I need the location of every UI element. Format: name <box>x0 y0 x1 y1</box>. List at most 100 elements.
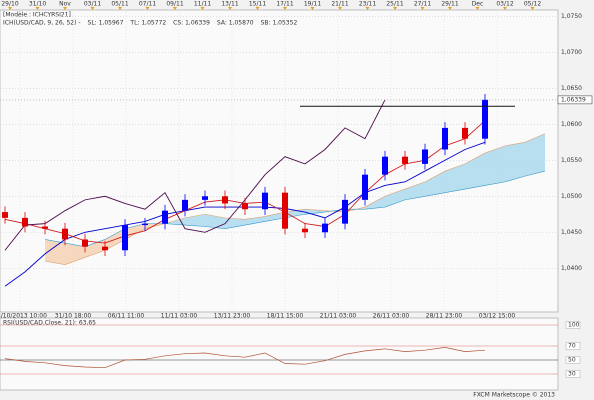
candle-body <box>322 223 328 233</box>
x-tick-label: 28/10/2013 10:00 <box>0 313 47 320</box>
rsi-tick-label: 50 <box>568 357 576 364</box>
top-date: 27/11 <box>414 1 431 8</box>
candle-body <box>162 210 168 224</box>
legend-entry: SL: 1,05967 <box>88 20 124 27</box>
x-tick-label: 13/11 23:00 <box>214 313 251 320</box>
date-marker <box>228 7 232 10</box>
top-date: 03/11 <box>84 1 101 8</box>
legend-entry: CS: 1,06339 <box>173 20 210 27</box>
date-marker <box>420 7 425 10</box>
candle-body <box>82 239 88 247</box>
date-marker <box>393 7 397 10</box>
cloud <box>185 214 205 227</box>
rsi-line <box>4 347 486 369</box>
cloud <box>385 189 405 208</box>
cloud <box>85 239 105 258</box>
date-marker <box>8 7 12 10</box>
candle-body <box>262 192 268 210</box>
y-tick-label: 1,0550 <box>561 157 582 164</box>
candle-body <box>402 156 408 164</box>
cloud <box>265 212 285 222</box>
top-date: 19/11 <box>304 1 321 8</box>
price-panel <box>0 9 559 313</box>
date-marker <box>365 7 370 10</box>
cloud <box>425 171 445 197</box>
candle-body <box>42 226 48 229</box>
rsi-tick-box <box>565 342 581 350</box>
candle-body <box>462 127 468 139</box>
date-marker <box>475 7 480 10</box>
rsi-tick-label: 70 <box>568 343 576 350</box>
date-marker <box>35 7 40 10</box>
top-date: 13/11 <box>221 1 238 8</box>
candle-body <box>362 174 368 200</box>
top-date: 07/11 <box>139 1 156 8</box>
candle-body <box>282 192 288 229</box>
candle-body <box>202 196 208 200</box>
top-date: 09/11 <box>166 1 183 8</box>
y-tick-label: 1,0400 <box>561 265 582 272</box>
x-tick-label: 21/11 03:00 <box>320 313 357 320</box>
cloud <box>205 214 225 229</box>
candle-body <box>2 212 8 218</box>
y-tick-label: 1,0500 <box>561 193 582 200</box>
rsi-tick-label: 30 <box>568 371 576 378</box>
legend-entry: ICH(USD/CAD, 9, 26, 52) - <box>3 20 81 27</box>
date-marker <box>118 7 122 10</box>
candle-body <box>182 199 188 211</box>
top-date: 25/11 <box>386 1 403 8</box>
cloud <box>465 153 485 190</box>
x-tick-label: 18/11 15:00 <box>267 313 304 320</box>
candle-body <box>242 203 248 210</box>
candle-body <box>302 228 308 233</box>
x-tick-label: 28/11 23:00 <box>426 313 463 320</box>
cloud <box>45 239 65 265</box>
candle-body <box>442 127 448 150</box>
candle-body <box>102 246 108 251</box>
rsi-title: RSI(USD/CAD.Close, 21): 63,65 <box>3 320 96 327</box>
date-marker <box>63 7 67 10</box>
legend-entry: SA: 1,05870 <box>217 20 254 27</box>
candle-body <box>382 156 388 175</box>
rsi-tick-label: 100 <box>568 322 580 329</box>
date-marker <box>503 7 507 10</box>
top-date: 21/11 <box>331 1 348 8</box>
y-tick-label: 1,0650 <box>561 85 582 92</box>
legend-entry: TL: 1,05772 <box>129 20 166 27</box>
x-tick-label: 31/10 18:00 <box>55 313 92 320</box>
candle-body <box>422 149 428 164</box>
candle-body <box>122 225 128 251</box>
rsi-tick-box <box>565 321 581 329</box>
top-date: 29/10 <box>1 1 18 8</box>
top-date: 15/11 <box>249 1 266 8</box>
y-tick-label: 1,0600 <box>561 121 582 128</box>
last-price-label: 1,06339 <box>561 96 586 103</box>
x-tick-label: 11/11 03:00 <box>161 313 198 320</box>
date-marker <box>283 7 287 10</box>
indicator-line <box>4 99 386 251</box>
top-date: Nov <box>59 1 71 8</box>
rsi-tick-box <box>565 356 581 364</box>
top-date: 31/10 <box>29 1 46 8</box>
date-marker <box>173 7 177 10</box>
x-tick-label: 03/12 15:00 <box>479 313 516 320</box>
date-marker <box>310 7 315 10</box>
cloud <box>325 209 345 213</box>
x-tick-label: 06/11 11:00 <box>108 313 145 320</box>
y-tick-label: 1,0700 <box>561 49 582 56</box>
cloud <box>445 163 465 193</box>
cloud <box>405 181 425 200</box>
rsi-tick-box <box>565 370 581 378</box>
date-marker <box>145 7 150 10</box>
date-marker <box>530 7 535 10</box>
cloud <box>505 142 525 182</box>
candle-body <box>142 223 148 226</box>
cloud <box>525 133 545 177</box>
top-date: Dec <box>472 1 484 8</box>
candle-body <box>62 228 68 240</box>
top-date: 29/11 <box>441 1 458 8</box>
top-date: 03/12 <box>496 1 513 8</box>
date-marker <box>338 7 342 10</box>
top-date: 05/12 <box>524 1 541 8</box>
